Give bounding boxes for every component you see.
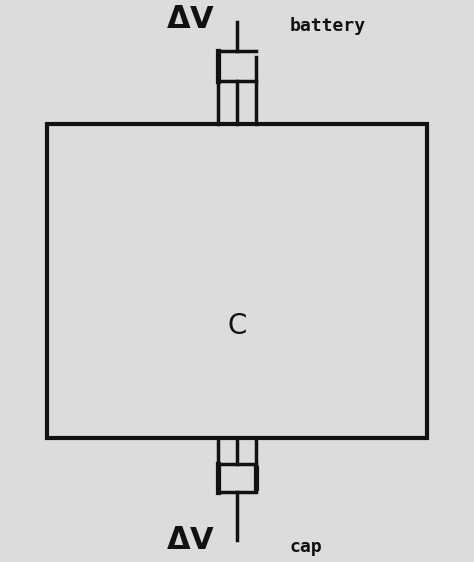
Text: cap: cap	[289, 538, 322, 556]
Bar	[47, 124, 427, 438]
Text: battery: battery	[289, 17, 365, 35]
Text: $\mathbf{\Delta V}$: $\mathbf{\Delta V}$	[166, 5, 215, 34]
Text: $\mathbf{\Delta V}$: $\mathbf{\Delta V}$	[166, 526, 215, 555]
Text: C: C	[228, 312, 246, 340]
